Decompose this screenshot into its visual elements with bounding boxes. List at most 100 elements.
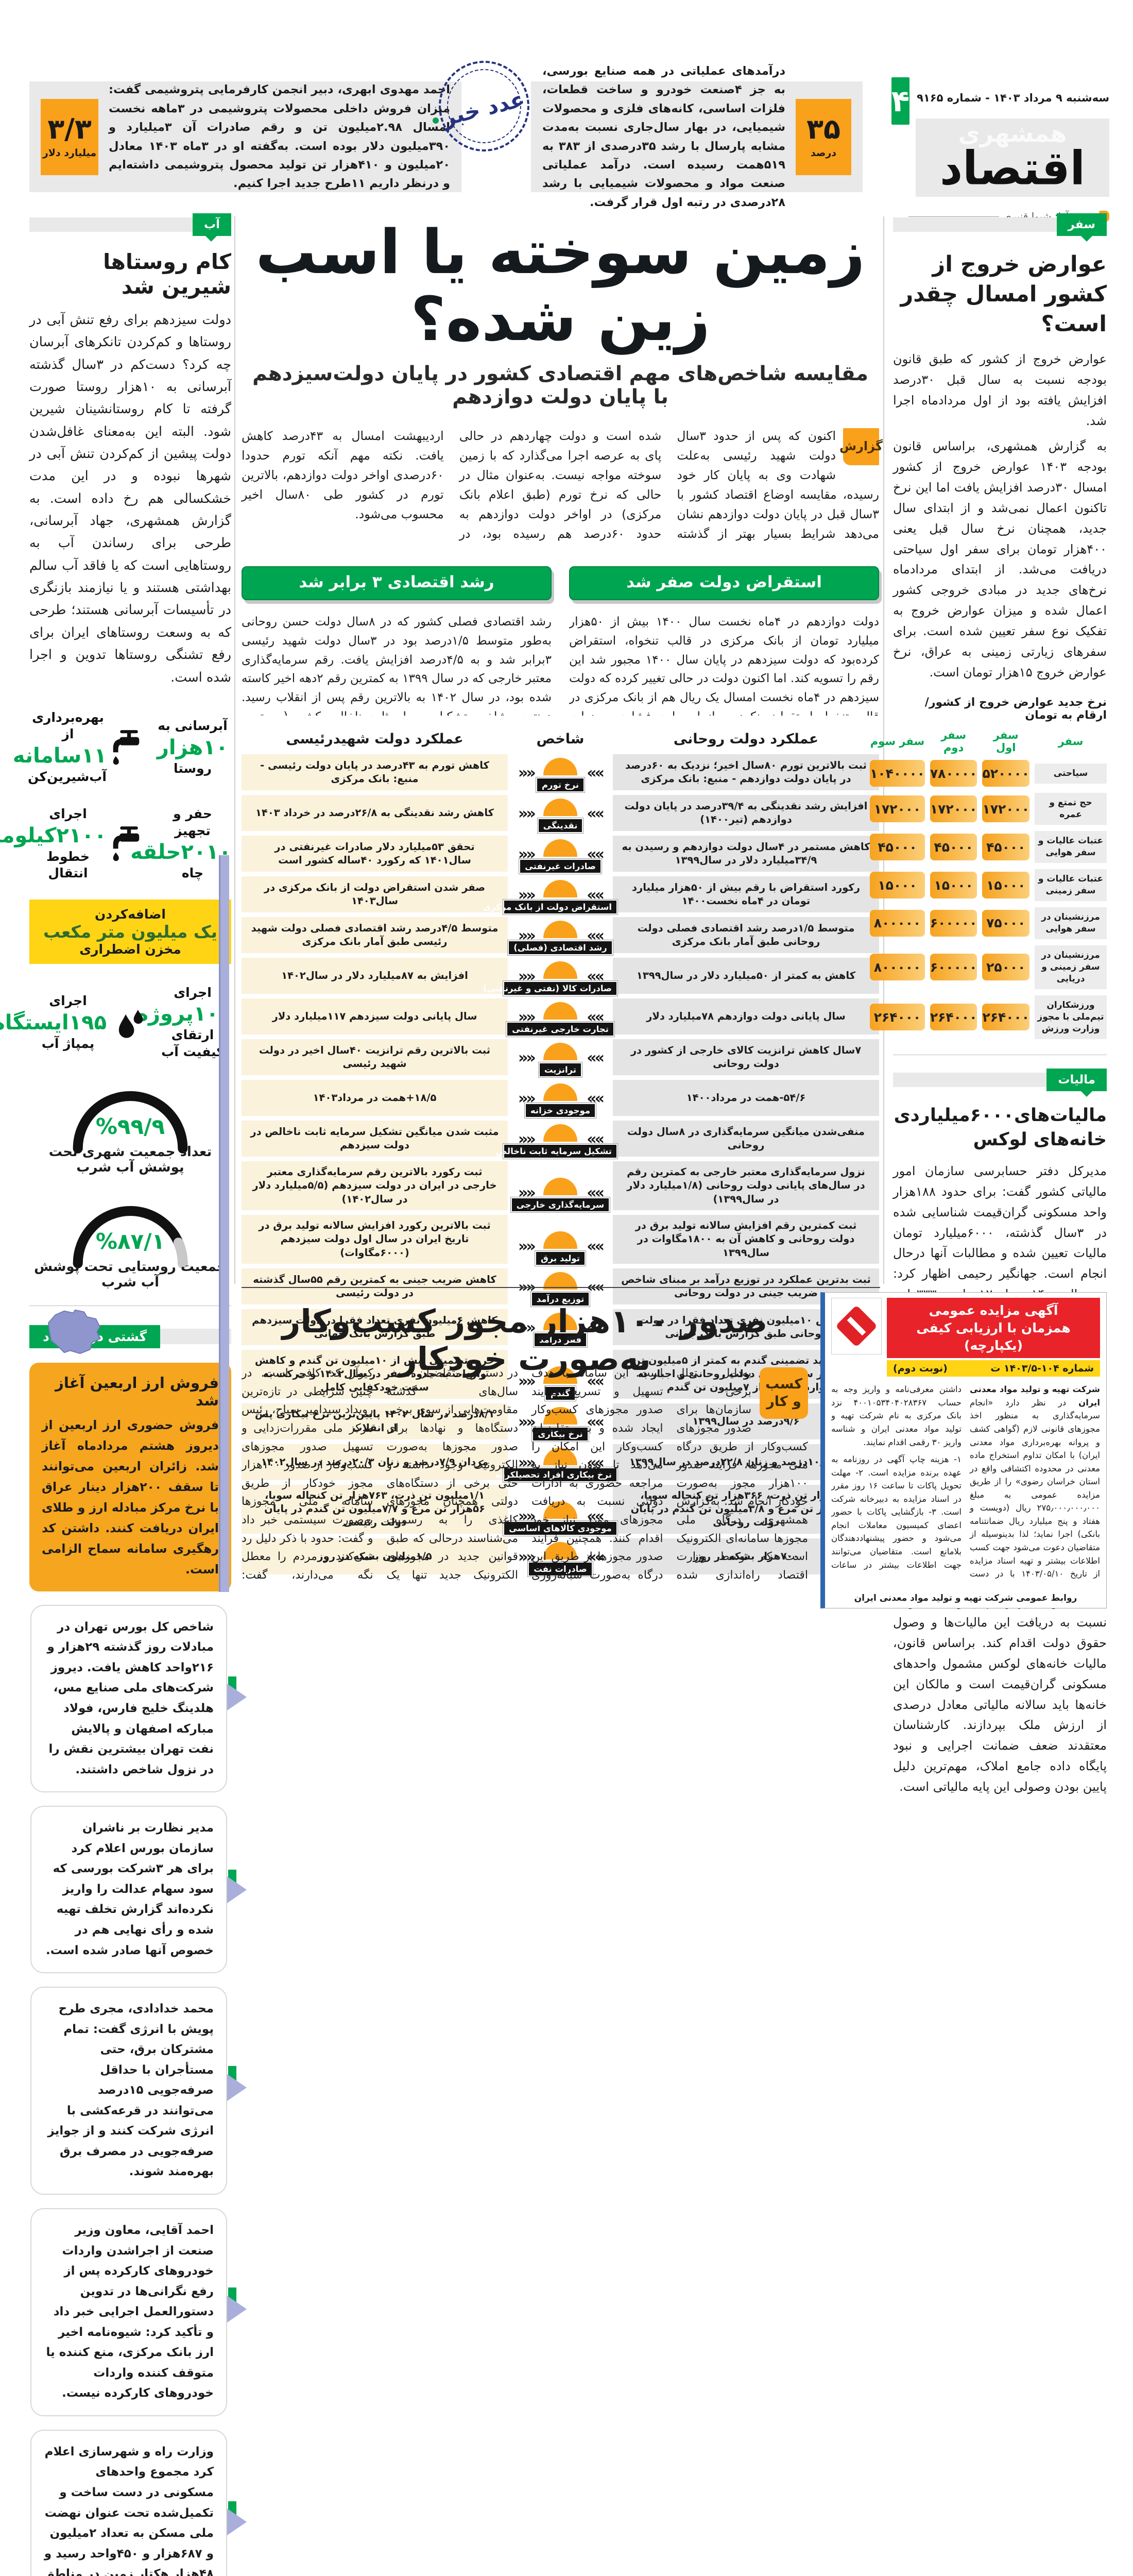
fare-row-label: مرزنشینان در سفر هوایی bbox=[1035, 907, 1107, 939]
tab-tax: مالیات bbox=[1047, 1068, 1107, 1097]
dome-icon bbox=[544, 920, 578, 938]
stat-top: اجرای bbox=[49, 806, 88, 822]
chevron-icon: »» bbox=[587, 1413, 605, 1431]
dome-icon bbox=[544, 1124, 578, 1142]
chevron-icon: «« bbox=[519, 1318, 537, 1337]
indicator-chip: «« نقدینگی»» bbox=[514, 795, 607, 834]
news-bubble: وزارت راه و شهرسازی اعلام کرد مجموع واحد… bbox=[31, 2429, 247, 2576]
fare-row-label: سیاحتی bbox=[1035, 763, 1107, 784]
stat-value: ۱۹۵ایستگاه bbox=[0, 1010, 107, 1035]
comparison-headers: عملکرد دولت روحانی شاخص عملکرد دولت شهید… bbox=[242, 731, 880, 747]
rouhani-value: ثبت کمترین رقم افزایش سالانه تولید برق د… bbox=[613, 1214, 880, 1264]
raisi-value: کاهش تورم به ۴۳درصد در پایان دولت رئیسی … bbox=[242, 754, 508, 790]
indicator-chip: «« سرمایه‌گذاری خارجی»» bbox=[510, 1161, 611, 1213]
rouhani-value: ۵۴/۶-همت در مرداد۱۴۰۰ bbox=[613, 1079, 880, 1116]
highlight-line: اضافه‌کردن bbox=[95, 906, 166, 922]
dome-icon bbox=[544, 757, 578, 775]
intro-col: بسیار بهتر از گذشته شده است و دولت چهارد… bbox=[459, 428, 793, 541]
timeline-arrow-icon bbox=[228, 1876, 247, 1903]
water-stat: اجرای ۲۱۰۰کیلومتر خطوط انتقال bbox=[0, 806, 107, 882]
stat-top: بهره‌برداری از bbox=[32, 709, 105, 742]
indicator-label: موجودی کالاهای اساسی bbox=[503, 1520, 619, 1536]
tag-business: کسب و کار bbox=[760, 1367, 809, 1419]
fare-header: سفر سوم bbox=[870, 735, 925, 748]
indicator-chip: «« تولید برق»» bbox=[514, 1215, 607, 1266]
stat-top: آبرسانی به bbox=[158, 718, 228, 734]
rouhani-value: منفی‌شدن میانگین سرمایه‌گذاری در ۸سال دو… bbox=[613, 1120, 880, 1157]
fare-value: ۶۰۰۰۰۰ bbox=[930, 954, 978, 981]
water-stats-row: حفر و تجهیز ۲۰۱۰حلقه چاه اجرای ۲۱۰۰کیلوم… bbox=[0, 806, 232, 882]
rouhani-value: نزول سرمایه‌گذاری معتبر خارجی به کمترین … bbox=[613, 1161, 880, 1210]
indicator-chip: «« رشد اقتصادی (فصلی)»» bbox=[508, 917, 614, 956]
box-text: فروش حضوری ارز اربعین از دیروز هشتم مردا… bbox=[42, 1418, 219, 1577]
timeline-arrow-icon bbox=[228, 2074, 247, 2101]
fare-row-label: مرزنشینان در سفر زمینی و دریایی bbox=[1035, 945, 1107, 989]
strip-fill bbox=[894, 217, 1057, 232]
news-bubble: محمد خدادادی، مجری طرح پویش با انرژی گفت… bbox=[31, 1987, 247, 2195]
dome-icon bbox=[544, 798, 578, 816]
section-borrowing: استقراض دولت صفر شد دولت دوازدهم در ۴ماه… bbox=[570, 566, 880, 716]
chevron-icon: »» bbox=[587, 1453, 605, 1472]
economy-tour-strip: گشتی در اقتصاد bbox=[30, 1309, 232, 1354]
indicator-chip: «« توزیع درآمد»» bbox=[514, 1268, 607, 1307]
faucet-icon bbox=[112, 823, 150, 865]
stat-bottom: چاه bbox=[182, 866, 204, 881]
comparison-row: ۵۴/۶-همت در مرداد۱۴۰۰ «« موجودی خزانه»» ۱۸/… bbox=[242, 1079, 880, 1118]
raisi-value: ثبت بالاترین رکورد افزایش سالانه تولید ب… bbox=[242, 1214, 508, 1264]
tab-travel: سفر bbox=[1057, 213, 1107, 242]
business-headline: صدور ۱۰۰هزار مجوز کسب‌وکار به‌صورت خودکا… bbox=[282, 1302, 768, 1378]
dome-icon bbox=[544, 1042, 578, 1060]
bubble-text: مدیر نظارت بر ناشران سازمان بورس اعلام ک… bbox=[46, 1821, 214, 1957]
indicator-label: صادرات غیرنفتی bbox=[519, 858, 603, 874]
chevron-icon: »» bbox=[587, 764, 605, 782]
dome-icon bbox=[544, 839, 578, 857]
issue-date: سه‌شنبه ۹ مرداد ۱۴۰۳ - شماره ۹۱۶۵ bbox=[917, 92, 1110, 104]
indicator-label: رشد اقتصادی (فصلی) bbox=[508, 939, 614, 956]
news-bubble: مدیر نظارت بر ناشران سازمان بورس اعلام ک… bbox=[31, 1806, 247, 1974]
indicator-label: صادرات کالا (نفتی و غیرنفتی) bbox=[484, 980, 619, 996]
indicator-label: تجارت خارجی غیرنفتی bbox=[506, 1021, 615, 1037]
comparison-row: ۴۱۸هزار تن ذرت، ۳۶۶هزار تن کنجاله سویا، … bbox=[242, 1484, 880, 1536]
column-divider bbox=[235, 216, 236, 1284]
indicator-label: سرمایه‌گذاری خارجی bbox=[510, 1196, 611, 1213]
water-stats-row: آبرسانی به ۱۰هزار روستا بهره‌برداری از ۱… bbox=[13, 709, 232, 786]
fare-row-label: عتبات عالیات و سفر هوایی bbox=[1035, 831, 1107, 863]
stat-bottom: خطوط انتقال bbox=[46, 849, 90, 881]
ad-title-line: آگهی مزایده عمومی bbox=[929, 1303, 1059, 1318]
raisi-value: افزایش به ۸۷میلیارد دلار در سال۱۴۰۲ bbox=[242, 957, 508, 994]
water-stat: اجرای ۱۹۵ایستگاه پمپاژ آب bbox=[0, 993, 107, 1052]
tag-line: کسب bbox=[766, 1376, 803, 1393]
chevron-icon: »» bbox=[587, 967, 605, 986]
stat-bottom: پمپاژ آب bbox=[42, 1036, 95, 1051]
indicator-chip: «« گندم »» bbox=[514, 1350, 607, 1401]
fare-table: سفر سفر اول سفر دوم سفر سوم سیاحتی ۵۲۰۰۰… bbox=[870, 729, 1107, 1039]
rouhani-value: متوسط ۱/۵درصد رشد اقتصادی فصلی دولت روحا… bbox=[613, 917, 880, 953]
fare-value: ۴۵۰۰۰ bbox=[983, 834, 1030, 861]
travel-headline: عوارض خروج از کشور امسال چقدر است؟ bbox=[901, 251, 1107, 337]
highlight-line: مخزن اضطراری bbox=[80, 941, 182, 957]
fare-value: ۶۰۰۰۰۰ bbox=[930, 909, 978, 937]
chevron-icon: »» bbox=[587, 1130, 605, 1148]
raisi-value: کاهش ضریب جینی به کمترین رقم ۵۵سال گذشته… bbox=[242, 1268, 508, 1304]
tax-headline: مالیات‌های۶۰۰۰میلیاردی خانه‌های لوکس bbox=[894, 1105, 1107, 1150]
raisi-value: صفر شدن استقراض دولت از بانک مرکزی در سا… bbox=[242, 876, 508, 912]
stat-bottom: روستا bbox=[174, 760, 213, 776]
dome-icon bbox=[544, 961, 578, 979]
newspaper-page: { "page":{ "number":"۴", "date":"سه‌شنبه… bbox=[0, 0, 1133, 1619]
rouhani-column-header: عملکرد دولت روحانی bbox=[674, 731, 819, 747]
water-section: آب کام روستاها شیرین شد دولت سیزدهم برای… bbox=[0, 213, 247, 2576]
stat-value: ۱۰۱پروژه bbox=[136, 1002, 232, 1026]
box-title: فروش ارز اربعین آغاز شد bbox=[56, 1374, 219, 1410]
ad-text: در نظر دارد «انجام سرمایه‌گذاری به منظور… bbox=[832, 1384, 1101, 1579]
stat-value: ۲۰۱۰حلقه bbox=[131, 840, 232, 865]
stat-value: ۲۱۰۰کیلومتر bbox=[0, 823, 107, 848]
travel-strip: سفر bbox=[894, 213, 1107, 242]
chevron-icon: »» bbox=[587, 1372, 605, 1391]
section-body: رشد اقتصادی فصلی کشور که در ۸سال دولت حس… bbox=[242, 615, 552, 716]
indicator-chip: «« صادرات نفت»» bbox=[514, 1538, 607, 1577]
fare-row-label: حج تمتع و عمره bbox=[1035, 793, 1107, 825]
fare-value: ۱۵۰۰۰ bbox=[930, 872, 978, 899]
comparison-row: افزایش رشد نقدینگی به ۳۹/۴درصد در پایان … bbox=[242, 794, 880, 834]
indicator-chip: «« فقر درآمد»» bbox=[514, 1309, 607, 1348]
timeline-bar bbox=[219, 855, 230, 1592]
